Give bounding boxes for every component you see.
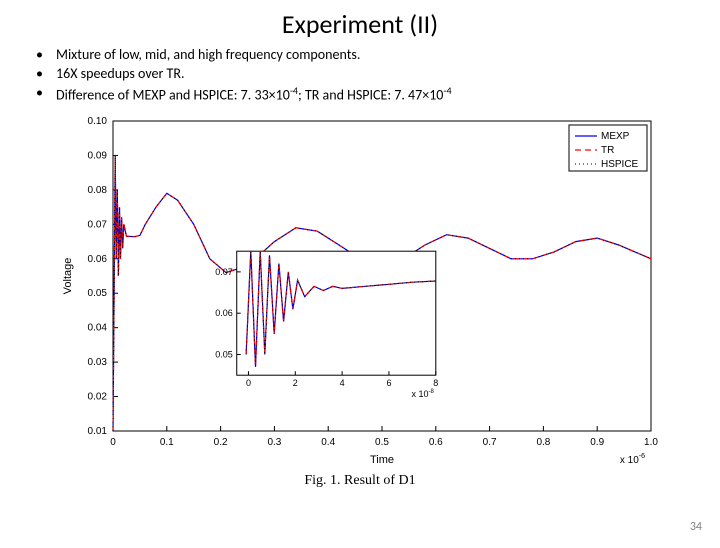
svg-text:0.02: 0.02: [88, 392, 108, 403]
svg-text:0.9: 0.9: [590, 437, 604, 448]
svg-text:0.6: 0.6: [429, 437, 443, 448]
svg-text:0.07: 0.07: [88, 220, 108, 231]
svg-text:0.06: 0.06: [88, 254, 108, 265]
svg-text:0: 0: [110, 437, 116, 448]
svg-text:4: 4: [340, 379, 345, 389]
svg-text:Time: Time: [370, 454, 394, 466]
svg-text:0.1: 0.1: [160, 437, 174, 448]
svg-text:TR: TR: [601, 145, 614, 156]
svg-text:0.8: 0.8: [536, 437, 550, 448]
svg-text:0.3: 0.3: [267, 437, 281, 448]
list-item: 16X speedups over TR.: [30, 65, 720, 84]
main-chart: 0 0.1 0.2 0.3 0.4 0.5 0.6 0.7 0.8 0.9 1.0 0.01 0.02 0…: [55, 111, 665, 491]
svg-text:0.10: 0.10: [88, 116, 108, 127]
svg-text:0.09: 0.09: [88, 151, 108, 162]
list-item: Difference of MEXP and HSPICE: 7. 33×10-…: [30, 84, 720, 106]
svg-text:0.05: 0.05: [88, 289, 108, 300]
svg-text:1.0: 1.0: [644, 437, 658, 448]
svg-text:0.08: 0.08: [88, 185, 108, 196]
bullet-list: Mixture of low, mid, and high frequency …: [30, 46, 720, 105]
figure-caption: Fig. 1. Result of D1: [55, 473, 665, 489]
svg-text:0: 0: [246, 379, 251, 389]
svg-text:HSPICE: HSPICE: [601, 159, 639, 170]
svg-text:Voltage: Voltage: [62, 258, 74, 295]
page-title: Experiment (II): [0, 8, 720, 40]
svg-text:0.06: 0.06: [215, 309, 233, 319]
svg-text:0.05: 0.05: [215, 350, 233, 360]
svg-text:0.03: 0.03: [88, 357, 108, 368]
svg-text:6: 6: [386, 379, 391, 389]
list-item: Mixture of low, mid, and high frequency …: [30, 46, 720, 65]
svg-text:x 10-6: x 10-6: [620, 453, 645, 466]
svg-text:0.07: 0.07: [215, 267, 233, 277]
svg-text:0.7: 0.7: [483, 437, 497, 448]
svg-text:0.5: 0.5: [375, 437, 389, 448]
svg-text:0.01: 0.01: [88, 426, 108, 437]
svg-text:MEXP: MEXP: [601, 131, 630, 142]
svg-text:0.2: 0.2: [214, 437, 228, 448]
svg-text:0.04: 0.04: [88, 323, 108, 334]
svg-text:8: 8: [433, 379, 438, 389]
chart-svg: 0 0.1 0.2 0.3 0.4 0.5 0.6 0.7 0.8 0.9 1.0 0.01 0.02 0…: [55, 111, 665, 491]
svg-text:0.4: 0.4: [321, 437, 335, 448]
svg-text:2: 2: [293, 379, 298, 389]
page-number: 34: [690, 520, 702, 534]
